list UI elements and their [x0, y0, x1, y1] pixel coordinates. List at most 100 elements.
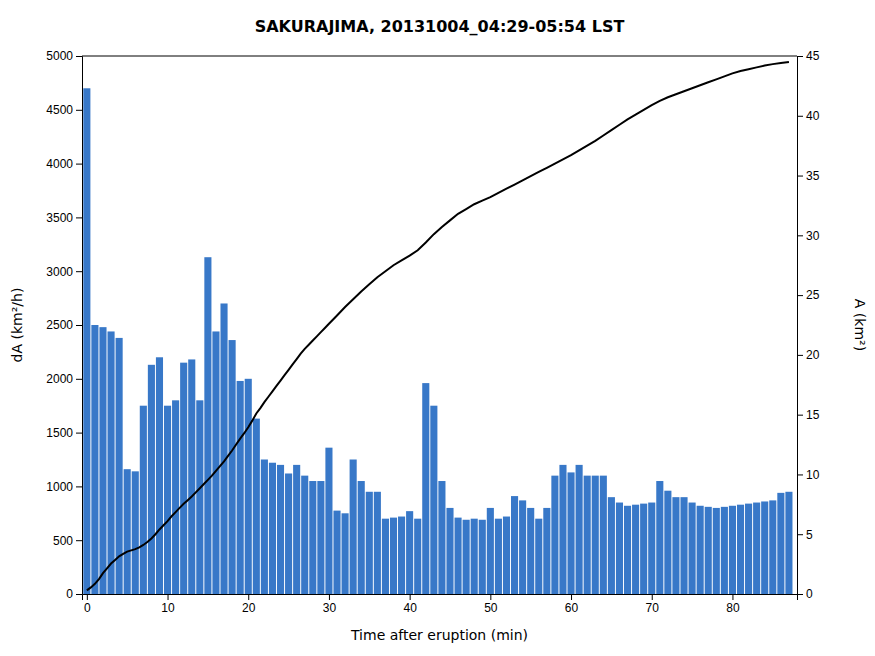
bar — [398, 517, 405, 594]
bar — [317, 481, 324, 594]
axis-line — [76, 57, 83, 595]
bar — [422, 383, 429, 594]
tick-label: 40 — [806, 109, 820, 123]
tick-mark — [76, 271, 82, 272]
bar — [495, 519, 502, 594]
bar — [212, 331, 219, 594]
tick-label: 0 — [66, 587, 73, 601]
title: SAKURAJIMA, 20131004_04:29-05:54 LST — [255, 17, 625, 36]
bar — [648, 503, 655, 594]
bar — [632, 505, 639, 594]
tick-mark — [76, 379, 82, 380]
tick: 4000 — [46, 157, 82, 171]
bar — [414, 519, 421, 594]
bar — [664, 491, 671, 594]
tick-mark — [732, 594, 733, 600]
tick: 1500 — [46, 426, 82, 440]
tick-mark — [797, 176, 803, 177]
bar — [325, 448, 332, 594]
tick: 40 — [403, 594, 417, 615]
bar — [180, 363, 187, 594]
tick-mark — [76, 594, 82, 595]
tick-label: 1000 — [46, 480, 73, 494]
bar — [705, 507, 712, 594]
bar — [430, 406, 437, 594]
axis-line — [798, 57, 804, 595]
tick: 30 — [323, 594, 337, 615]
tick: 0 — [84, 594, 91, 615]
bar — [511, 496, 518, 594]
tick: 500 — [53, 534, 82, 548]
bar — [535, 519, 542, 594]
tick-mark — [490, 594, 491, 600]
bar — [721, 507, 728, 594]
tick-label: 0 — [806, 587, 813, 601]
tick-label: 45 — [806, 49, 820, 63]
bar — [285, 473, 292, 594]
bar — [83, 88, 90, 594]
bar — [592, 476, 599, 594]
tick-label: 2500 — [46, 318, 73, 332]
bar — [220, 303, 227, 594]
tick-label: 40 — [403, 601, 417, 615]
axis-line — [83, 595, 798, 601]
bar — [471, 519, 478, 594]
bar — [551, 476, 558, 594]
tick-mark — [797, 594, 803, 595]
bar — [261, 460, 268, 595]
tick-label: 5000 — [46, 49, 73, 63]
tick-mark — [652, 594, 653, 600]
bar — [245, 379, 252, 594]
frame-line — [82, 56, 797, 57]
y-axis-title: dA (km²/h) — [9, 288, 25, 363]
bar — [608, 497, 615, 594]
tick: 0 — [797, 587, 813, 601]
tick-mark — [168, 594, 169, 600]
y2-axis-title: A (km²) — [852, 299, 868, 351]
bar — [301, 476, 308, 594]
tick-label: 80 — [726, 601, 740, 615]
tick-mark — [76, 486, 82, 487]
bar — [600, 476, 607, 594]
tick-mark — [329, 594, 330, 600]
tick-label: 4500 — [46, 103, 73, 117]
tick-mark — [76, 56, 82, 57]
tick-label: 500 — [53, 534, 73, 548]
bar — [156, 357, 163, 594]
bar — [713, 508, 720, 594]
bar — [390, 518, 397, 594]
tick: 50 — [484, 594, 498, 615]
tick: 25 — [797, 288, 820, 302]
tick: 1000 — [46, 480, 82, 494]
tick-mark — [76, 540, 82, 541]
tick-mark — [76, 217, 82, 218]
tick-label: 3000 — [46, 265, 73, 279]
tick-label: 30 — [806, 229, 820, 243]
bar — [455, 518, 462, 594]
tick-mark — [797, 116, 803, 117]
bar — [503, 517, 510, 594]
bar — [350, 460, 357, 595]
bar — [196, 400, 203, 594]
tick: 3000 — [46, 265, 82, 279]
bar — [269, 463, 276, 594]
bar — [229, 340, 236, 594]
tick: 10 — [161, 594, 175, 615]
line — [87, 62, 789, 590]
tick: 4500 — [46, 103, 82, 117]
bar — [172, 400, 179, 594]
tick-label: 2000 — [46, 372, 73, 386]
tick-mark — [76, 325, 82, 326]
bar — [543, 508, 550, 594]
bar — [672, 497, 679, 594]
bar — [753, 503, 760, 594]
bar — [761, 501, 768, 594]
bar — [584, 476, 591, 594]
bar — [148, 365, 155, 594]
tick: 2500 — [46, 318, 82, 332]
tick: 30 — [797, 229, 820, 243]
tick: 0 — [66, 587, 82, 601]
bar — [745, 504, 752, 594]
bar — [769, 500, 776, 594]
tick-label: 10 — [806, 468, 820, 482]
